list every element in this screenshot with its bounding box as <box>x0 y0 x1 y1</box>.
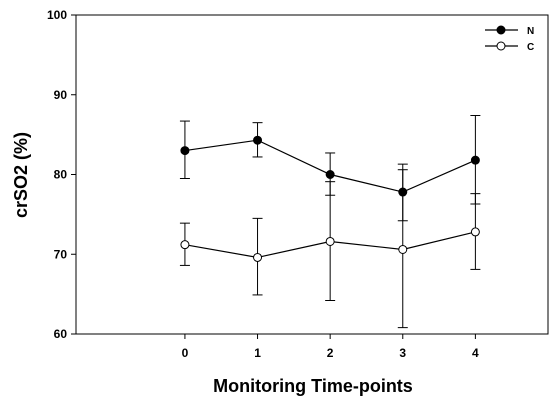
x-tick-label: 0 <box>182 346 189 360</box>
data-point-n <box>470 155 480 165</box>
plot-frame <box>75 14 549 335</box>
axes <box>71 14 549 339</box>
data-point-c <box>398 244 408 254</box>
data-point-c <box>253 252 263 262</box>
x-tick-label: 4 <box>472 346 479 360</box>
legend-label-c: C <box>527 42 534 53</box>
series-markers <box>180 135 480 262</box>
data-point-n <box>253 135 263 145</box>
x-tick-label: 3 <box>399 346 406 360</box>
y-tick-label: 70 <box>54 247 68 261</box>
x-tick-label: 1 <box>254 346 261 360</box>
data-point-c <box>325 236 335 246</box>
x-axis-title: Monitoring Time-points <box>213 376 413 396</box>
y-tick-label: 80 <box>54 168 68 182</box>
tick-labels: 0 1 2 3 4 60 70 80 90 100 <box>47 8 479 360</box>
data-point-n <box>325 170 335 179</box>
x-tick-label: 2 <box>327 346 334 360</box>
legend: NC <box>485 25 534 53</box>
data-point-c <box>470 227 480 237</box>
y-axis-title: crSO2 (%) <box>11 132 31 218</box>
legend-marker-n <box>496 25 506 35</box>
legend-marker-c <box>496 41 506 51</box>
data-point-c <box>180 240 190 250</box>
y-tick-label: 90 <box>54 88 68 102</box>
legend-label-n: N <box>527 26 534 37</box>
y-tick-label: 60 <box>54 327 68 341</box>
data-point-n <box>398 187 408 197</box>
data-point-n <box>180 146 190 156</box>
y-tick-label: 100 <box>47 8 67 22</box>
error-bars <box>179 114 481 329</box>
